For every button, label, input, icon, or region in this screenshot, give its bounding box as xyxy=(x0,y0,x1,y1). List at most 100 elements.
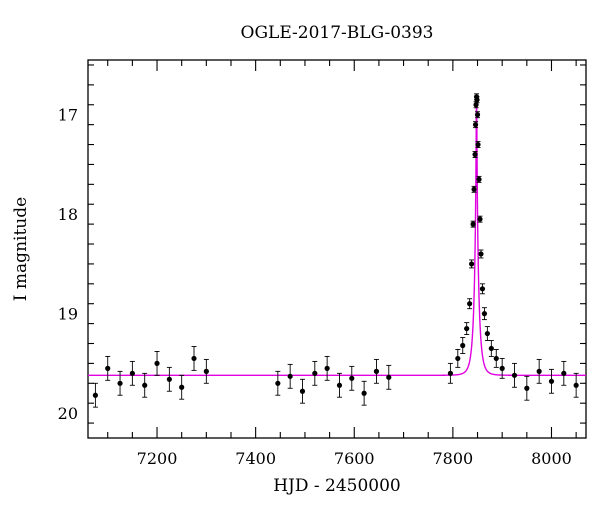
x-tick-label: 7600 xyxy=(334,449,375,468)
y-tick-label: 17 xyxy=(58,106,78,125)
data-marker xyxy=(92,392,98,398)
data-marker xyxy=(312,370,318,376)
data-point xyxy=(474,96,480,104)
data-marker xyxy=(493,355,499,362)
data-point xyxy=(464,322,470,335)
data-point xyxy=(299,378,306,404)
data-marker xyxy=(324,365,330,371)
data-point xyxy=(471,185,477,193)
data-marker xyxy=(349,375,355,381)
data-marker xyxy=(511,372,518,378)
plot-frame xyxy=(87,59,587,439)
y-tick-label: 20 xyxy=(58,404,78,423)
data-marker xyxy=(561,370,567,376)
data-marker xyxy=(361,390,367,396)
chart-title: OGLE-2017-BLG-0393 xyxy=(241,23,434,43)
data-point xyxy=(493,349,499,368)
data-point xyxy=(179,374,185,400)
data-marker xyxy=(477,216,483,222)
data-marker xyxy=(460,342,466,349)
y-axis-label: I magnitude xyxy=(11,197,31,301)
data-marker xyxy=(105,365,111,371)
data-marker xyxy=(455,355,461,362)
data-marker xyxy=(142,382,148,388)
data-point xyxy=(469,259,475,269)
data-marker xyxy=(117,380,123,386)
data-point xyxy=(479,283,486,295)
data-point xyxy=(105,355,111,381)
data-marker xyxy=(471,186,477,192)
data-point xyxy=(447,362,454,384)
y-tick-label: 19 xyxy=(58,305,78,324)
data-point xyxy=(472,151,478,158)
data-point xyxy=(470,220,476,228)
data-marker xyxy=(166,376,172,382)
data-point xyxy=(287,363,293,389)
data-point xyxy=(467,298,473,310)
x-tick-label: 7800 xyxy=(433,449,474,468)
data-point xyxy=(117,370,123,396)
data-point xyxy=(460,337,466,354)
data-marker xyxy=(488,345,494,352)
data-point xyxy=(191,346,197,371)
data-marker xyxy=(447,370,454,376)
data-marker xyxy=(481,311,488,317)
model-curve xyxy=(88,96,586,377)
data-marker xyxy=(373,368,380,374)
data-marker xyxy=(129,370,135,376)
data-point xyxy=(373,358,380,384)
data-point xyxy=(536,358,542,384)
data-point xyxy=(455,349,461,368)
data-point xyxy=(361,380,367,406)
data-marker xyxy=(484,330,490,337)
data-marker xyxy=(472,151,478,158)
data-point xyxy=(475,141,481,148)
data-point xyxy=(478,249,484,259)
data-marker xyxy=(469,261,475,267)
axis-tick-labels: 7200 7400 7600 7800 8000 17 18 19 20 xyxy=(58,106,572,468)
data-marker xyxy=(499,365,505,371)
data-marker xyxy=(479,286,486,292)
data-point xyxy=(499,357,505,379)
data-point xyxy=(476,175,482,183)
data-point xyxy=(275,370,281,396)
data-marker xyxy=(573,382,579,388)
data-point xyxy=(154,351,160,376)
data-marker xyxy=(470,221,476,227)
x-tick-label: 7200 xyxy=(137,449,178,468)
data-point xyxy=(472,121,479,129)
data-point xyxy=(484,326,490,341)
data-point xyxy=(548,368,555,394)
data-marker xyxy=(475,141,481,148)
data-marker xyxy=(179,384,185,390)
data-marker xyxy=(275,380,281,386)
data-marker xyxy=(154,360,160,366)
data-point xyxy=(477,215,483,223)
data-marker xyxy=(336,382,343,388)
data-point xyxy=(203,358,209,384)
data-point xyxy=(324,355,330,381)
data-marker xyxy=(203,368,209,374)
x-tick-label: 7400 xyxy=(235,449,276,468)
x-axis-label: HJD - 2450000 xyxy=(273,476,401,496)
data-marker xyxy=(474,112,481,118)
data-point xyxy=(336,372,343,398)
data-marker xyxy=(467,301,473,307)
data-point xyxy=(488,340,494,357)
data-point xyxy=(561,360,567,386)
data-marker xyxy=(536,368,542,374)
data-point xyxy=(349,365,355,391)
data-marker xyxy=(464,325,470,332)
data-point xyxy=(129,360,135,386)
data-point xyxy=(386,364,392,390)
data-marker xyxy=(287,373,293,379)
axis-ticks xyxy=(88,60,586,438)
data-point xyxy=(474,111,481,119)
data-point xyxy=(511,362,518,388)
data-marker xyxy=(548,378,555,384)
data-marker xyxy=(474,97,480,103)
data-marker xyxy=(473,102,479,108)
data-point xyxy=(524,375,530,401)
data-point xyxy=(481,307,488,321)
